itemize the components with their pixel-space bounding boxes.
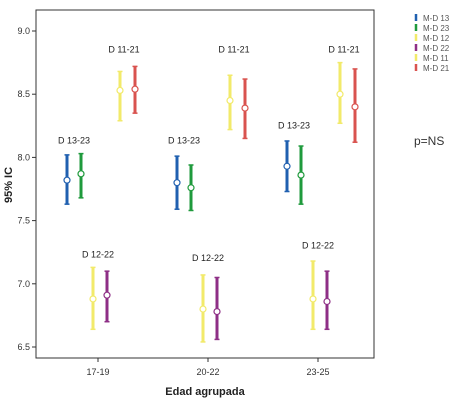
legend-label: M-D 12 [423, 34, 450, 43]
p-value-label: p=NS [414, 134, 444, 148]
mean-marker [131, 85, 139, 93]
mean-marker [241, 104, 249, 112]
mean-marker [213, 308, 221, 316]
group-annotation: D 11-21 [108, 44, 139, 54]
mean-marker [351, 103, 359, 111]
y-tick-label: 7.0 [17, 279, 30, 289]
group-annotations: D 11-21 D 11-21 D 11-21 D 13-23 D 13-23 D 13-… [58, 44, 360, 263]
y-tick-label: 9.0 [17, 26, 30, 36]
mean-marker [226, 96, 234, 105]
group-annotation: D 11-21 [218, 44, 249, 54]
legend-label: M-D 21 [423, 64, 450, 73]
y-axis: 6.5 7.0 7.5 8.0 8.5 9.0 [17, 26, 36, 352]
mean-marker [199, 305, 207, 313]
mean-marker [336, 90, 344, 98]
x-tick-label: 20-22 [196, 367, 219, 377]
x-axis-title: Edad agrupada [165, 386, 245, 398]
group-annotation: D 11-21 [328, 44, 359, 54]
plot-area [35, 9, 375, 359]
legend-label: M-D 11 [423, 54, 449, 63]
x-axis: 17-19 20-22 23-25 [86, 358, 330, 377]
legend: M-D 13M-D 23M-D 12M-D 22M-D 11M-D 21 [414, 14, 450, 73]
legend-label: M-D 23 [423, 24, 450, 33]
y-tick-label: 6.5 [17, 342, 30, 352]
group-annotation: D 12-22 [192, 253, 224, 263]
mean-marker [103, 291, 111, 299]
mean-marker [89, 295, 97, 303]
y-tick-label: 8.5 [17, 89, 30, 99]
group-annotation: D 13-23 [278, 120, 310, 130]
mean-marker [323, 297, 331, 306]
legend-label: M-D 13 [423, 14, 450, 23]
x-tick-label: 17-19 [86, 367, 109, 377]
legend-label: M-D 22 [423, 44, 450, 53]
mean-marker [283, 162, 291, 170]
group-annotation: D 13-23 [168, 135, 200, 145]
y-axis-title: 95% IC [3, 167, 15, 203]
mean-marker [116, 86, 124, 95]
mean-marker [77, 170, 85, 178]
mean-marker [187, 184, 195, 192]
x-tick-label: 23-25 [306, 367, 329, 377]
mean-marker [173, 179, 181, 187]
group-annotation: D 12-22 [302, 240, 334, 250]
mean-marker [309, 295, 317, 303]
error-bars [63, 61, 359, 343]
y-tick-label: 8.0 [17, 152, 30, 162]
mean-marker [297, 171, 305, 179]
group-annotation: D 13-23 [58, 135, 90, 145]
y-tick-label: 7.5 [17, 216, 30, 226]
mean-marker [63, 176, 71, 184]
group-annotation: D 12-22 [82, 249, 114, 259]
